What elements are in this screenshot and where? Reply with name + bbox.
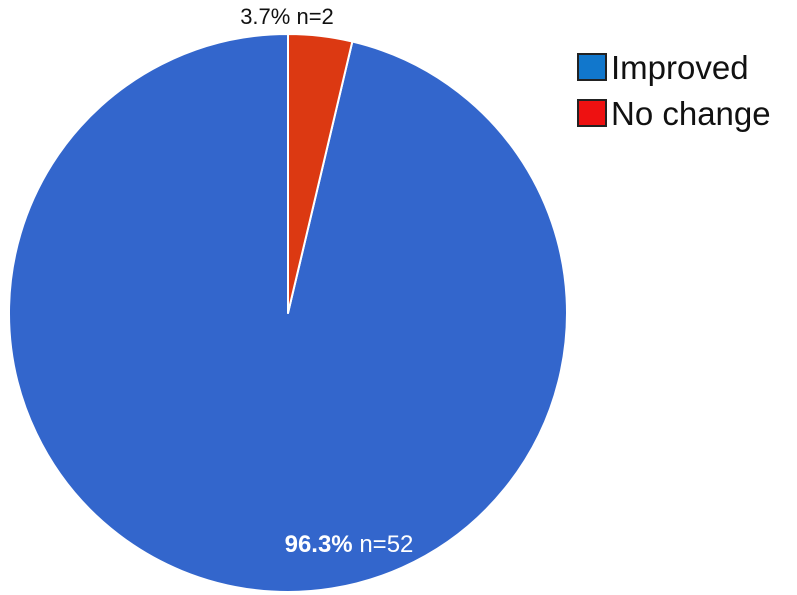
legend-swatch-improved: [577, 53, 607, 81]
slice-percent-improved: 96.3%: [285, 531, 353, 558]
slice-label-improved: 96.3% n=52: [285, 531, 414, 558]
legend-item-improved: Improved: [577, 44, 771, 90]
slice-count-no-change: n=2: [296, 4, 333, 29]
legend-item-no-change: No change: [577, 90, 771, 136]
legend-swatch-no-change: [577, 99, 607, 127]
legend-label-no-change: No change: [611, 94, 771, 132]
slice-label-no-change: 3.7% n=2: [240, 4, 334, 29]
pie-slices: [8, 33, 568, 593]
legend-label-improved: Improved: [611, 48, 749, 86]
slice-percent-no-change: 3.7%: [240, 4, 290, 29]
slice-count-improved: n=52: [359, 531, 413, 558]
pie-slice-no-change: [287, 33, 354, 314]
legend: Improved No change: [577, 44, 771, 136]
